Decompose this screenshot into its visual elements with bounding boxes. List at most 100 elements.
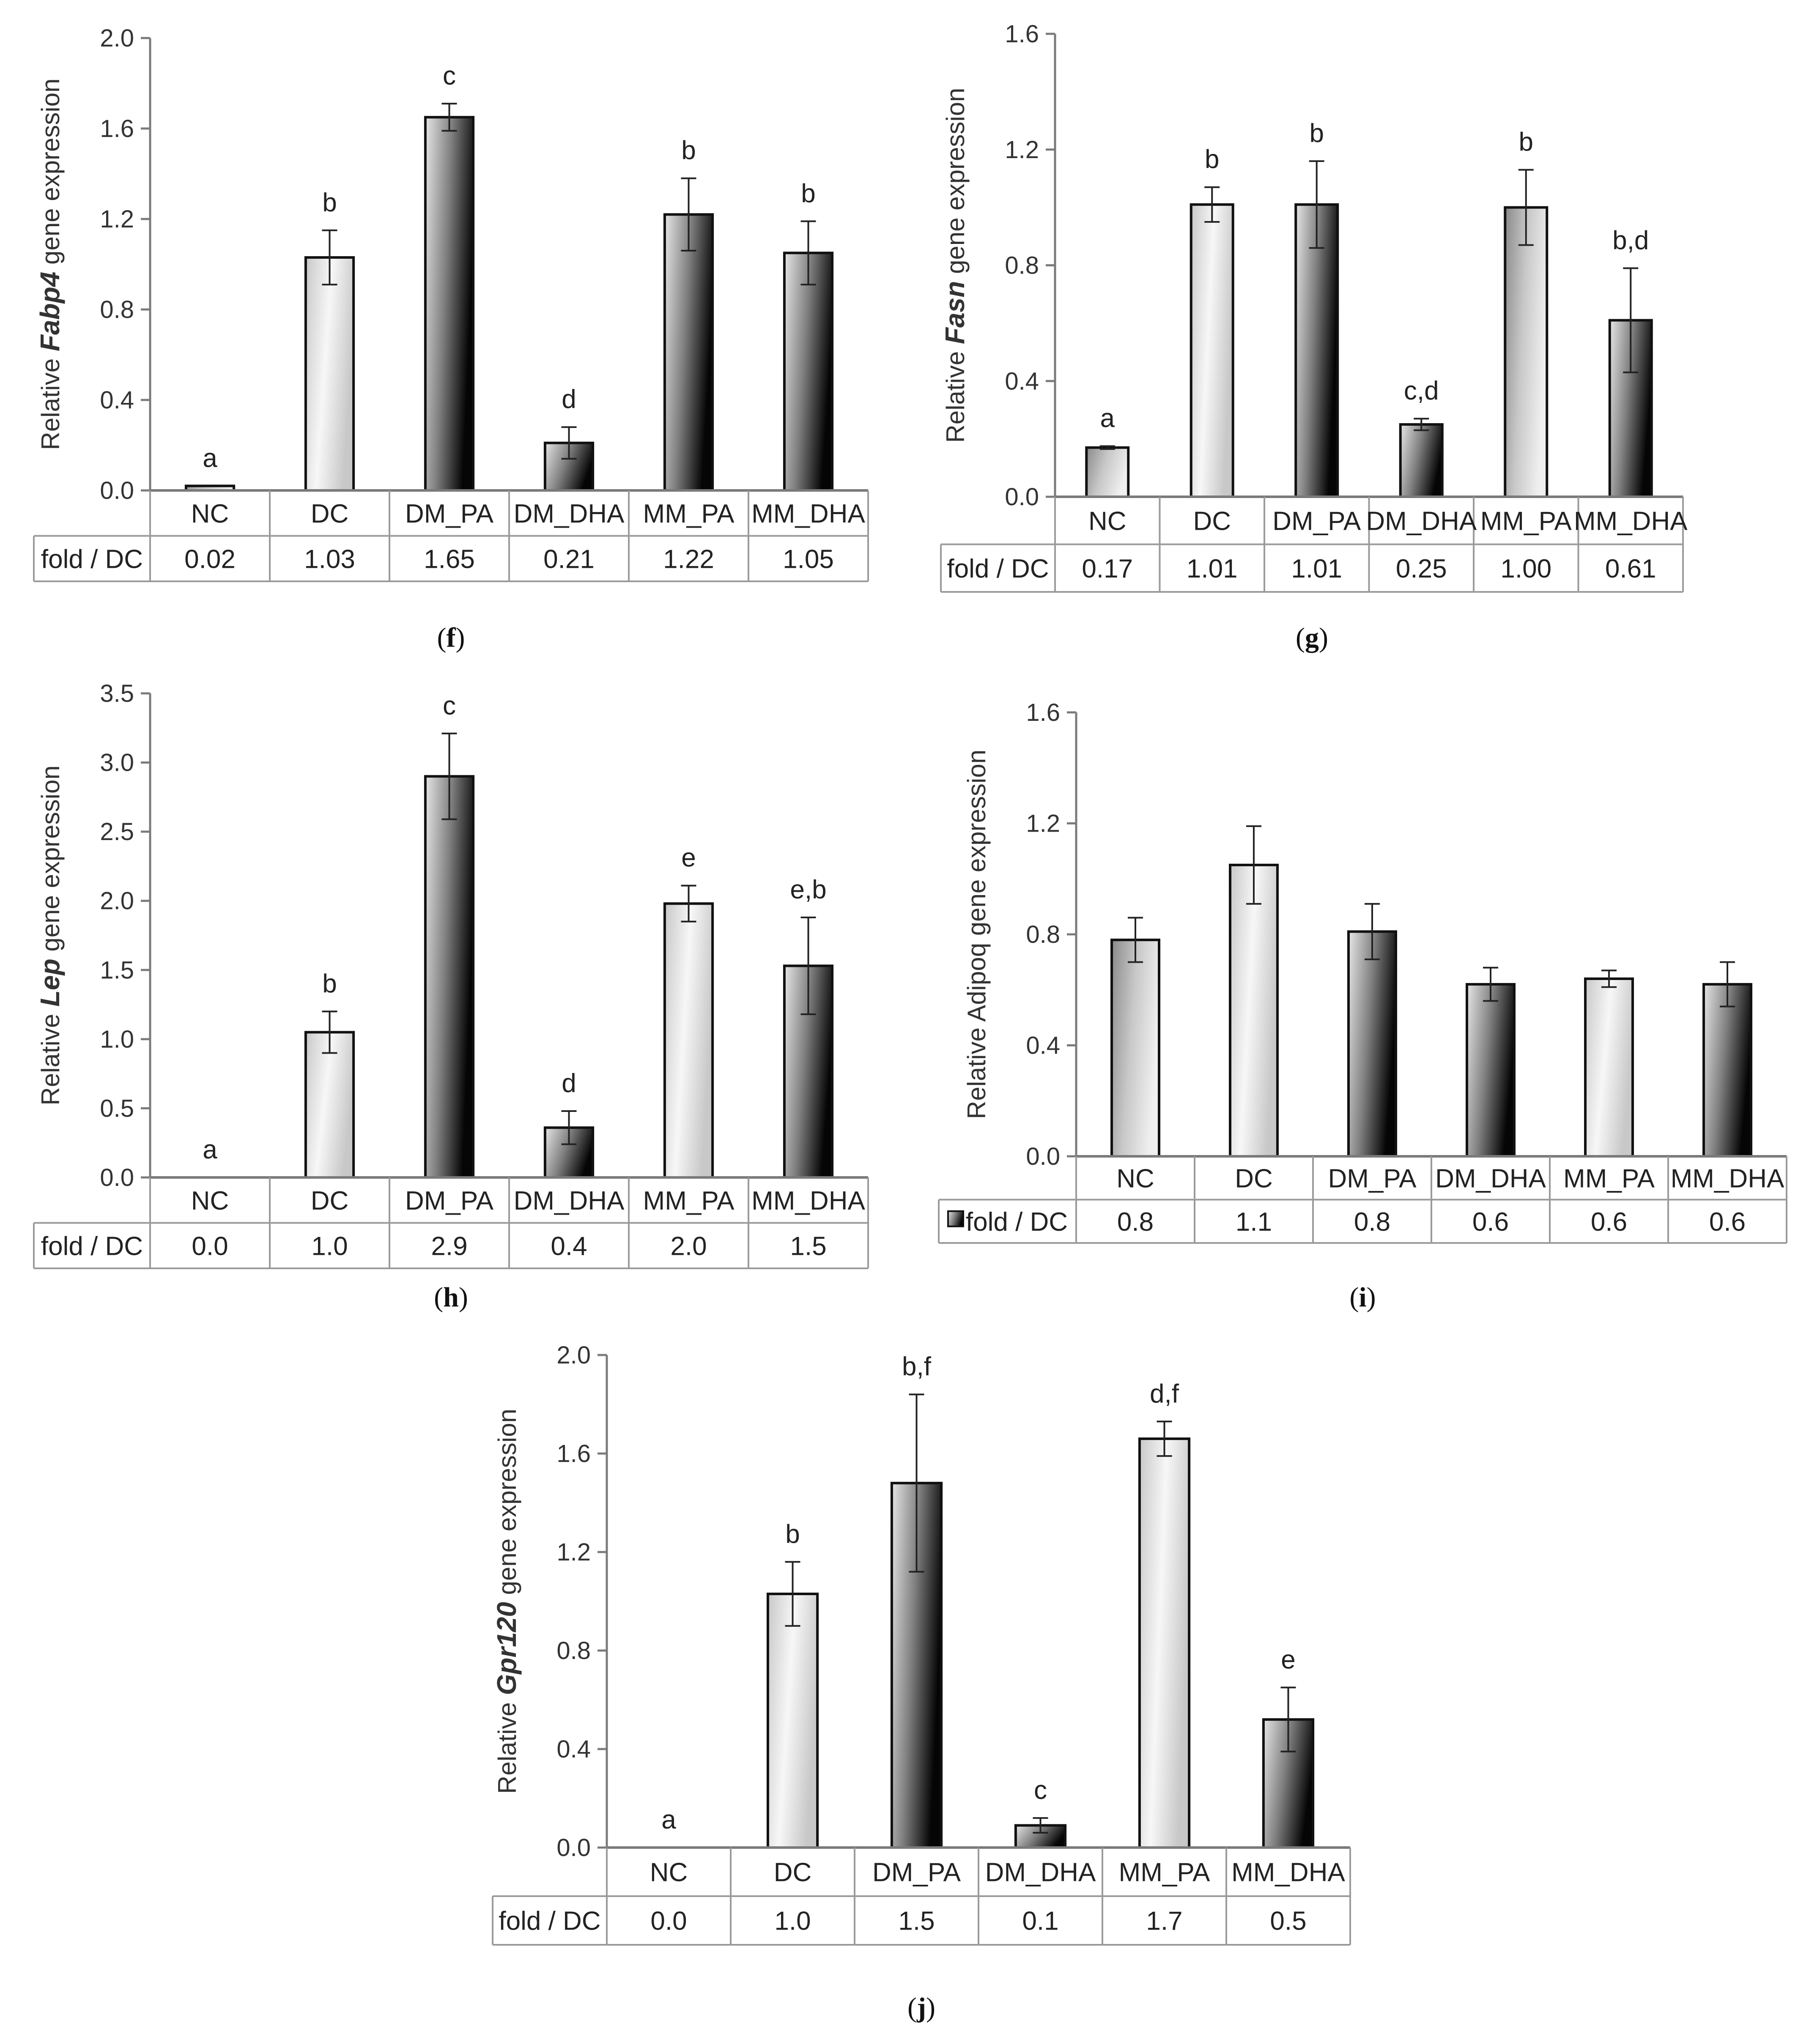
category-label: DM_PA [1328,1164,1417,1193]
category-label: MM_PA [1480,506,1572,536]
y-tick-label: 0.5 [100,1095,134,1122]
fold-value: 1.5 [790,1232,826,1261]
fold-value: 0.0 [650,1907,687,1936]
bar-MM_PA [1584,977,1634,1158]
chart-panel-h: 0.0 0.5 1.0 1.5 2.0 2.5 3.0 3.5 Relative Lep gen… [33,680,869,1313]
fold-value: 0.4 [551,1232,587,1261]
y-tick-label: 1.6 [556,1440,591,1467]
fold-value: 0.5 [1270,1907,1306,1936]
category-label: MM_DHA [1231,1858,1345,1887]
y-tick-label: 2.0 [100,887,134,915]
error-bar-DM_PA [1365,903,1380,961]
error-bar-MM_DHA [1623,267,1639,373]
error-bar-MM_PA [1601,969,1617,988]
category-label: NC [191,499,229,528]
y-tick-label: 1.6 [1026,699,1060,726]
category-label: DC [311,1186,349,1215]
category-label: DM_DHA [1366,506,1477,536]
y-tick-label: 3.5 [100,680,134,707]
y-tick-label: 1.2 [1005,136,1039,164]
category-label: MM_PA [643,499,735,528]
fold-value: 0.02 [184,545,236,574]
fold-value: 0.0 [192,1232,228,1261]
category-label: DM_PA [872,1858,961,1887]
category-label: MM_DHA [751,1186,865,1215]
legend-marker [947,1210,964,1227]
fold-value: 1.5 [898,1907,935,1936]
error-bar-DC [322,229,337,286]
category-label: MM_DHA [1574,506,1688,536]
significance-letter: c [443,691,456,720]
category-label: DM_PA [1272,506,1361,536]
panel-caption: (g) [1296,622,1328,653]
significance-letter: a [1100,404,1115,433]
significance-letter: c,d [1404,376,1439,405]
significance-letter: d [562,1069,576,1098]
y-axis-title: Relative Gpr120 gene expression [491,1409,522,1794]
fold-row-label: fold / DC [41,545,143,574]
bar-DM_PA [1294,203,1339,498]
y-tick-label: 1.5 [100,956,134,984]
significance-letter: a [203,443,217,473]
bar-MM_PA [1504,206,1549,498]
significance-letter: b [322,188,337,217]
fold-value: 0.25 [1396,554,1447,583]
y-tick-label: 1.6 [1005,20,1039,48]
fold-value: 1.1 [1236,1207,1272,1237]
y-tick-label: 0.8 [556,1637,591,1664]
bar-MM_PA [663,902,714,1179]
bar-MM_DHA [1702,983,1752,1158]
fold-value: 0.6 [1472,1207,1509,1237]
error-bar-DC [322,1010,337,1054]
category-label: NC [650,1858,688,1887]
data-table: NC 0.17 DC 1.01 DM_PA 1.01 DM_DHA 0.25 MM_PA 1.00… [940,497,1688,593]
error-bar-MM_DHA [800,220,816,286]
y-axis-title: Relative Fasn gene expression [940,88,970,443]
y-tick-label: 0.0 [1026,1143,1060,1170]
fold-value: 1.65 [424,545,475,574]
bar-MM_PA [1138,1437,1191,1849]
category-label: NC [1116,1164,1154,1193]
category-label: MM_PA [1119,1858,1211,1887]
significance-letter: b,f [902,1352,932,1381]
y-tick-label: 0.0 [1005,483,1039,511]
category-label: DC [1235,1164,1273,1193]
y-tick-label: 2.5 [100,818,134,846]
significance-letter: e [681,843,696,873]
bar-DM_DHA [1466,983,1516,1158]
significance-letter: b [1519,128,1533,157]
category-label: DC [311,499,349,528]
y-tick-label: 1.0 [100,1026,134,1053]
bar-DC [1229,863,1279,1158]
significance-letter: b [801,179,815,208]
category-label: DM_PA [405,499,494,528]
category-label: MM_DHA [751,499,865,528]
bar-MM_DHA [783,252,834,492]
bar-DC [304,1031,355,1179]
fold-value: 0.21 [543,545,595,574]
bar-NC [1085,446,1130,498]
y-tick-label: 0.0 [100,477,134,504]
significance-letter: b [681,136,696,165]
significance-letter: a [661,1805,676,1834]
category-label: DM_DHA [1435,1164,1546,1193]
category-label: NC [1088,506,1127,536]
significance-letter: c [1034,1776,1047,1805]
fold-value: 2.9 [431,1232,467,1261]
chart-panel-i: 0.0 0.4 0.8 1.2 1.6 Relative Adipoq gene expr… [938,699,1787,1313]
error-bar-MM_DHA [1720,961,1735,1007]
error-bar-DM_DHA [561,426,577,460]
significance-letter: d,f [1150,1379,1179,1408]
fold-value: 1.0 [311,1232,348,1261]
bar-DM_PA [1347,930,1397,1158]
bar-MM_PA [663,213,714,492]
error-bar-DC [1204,186,1220,223]
fold-value: 0.8 [1354,1207,1390,1237]
significance-letter: b,d [1612,226,1649,255]
significance-letter: e [1281,1645,1295,1674]
error-bar-DC [785,1561,800,1627]
fold-value: 1.03 [304,545,355,574]
category-label: DM_DHA [985,1858,1096,1887]
category-label: DM_PA [405,1186,494,1215]
